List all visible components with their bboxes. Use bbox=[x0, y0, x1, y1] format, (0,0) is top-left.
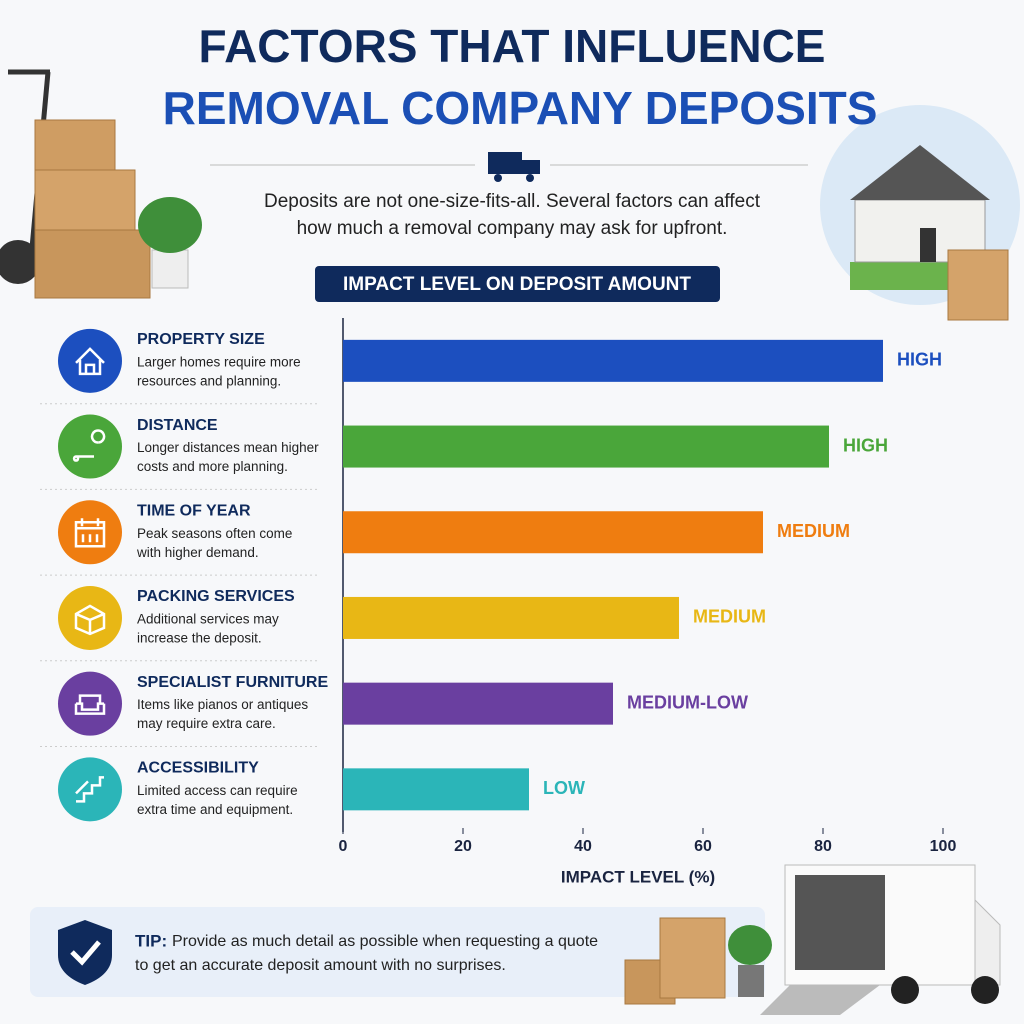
house-illustration bbox=[820, 105, 1020, 321]
factor-description: Limited access can require bbox=[137, 783, 298, 798]
factor-icon-glyph bbox=[74, 694, 106, 715]
subtitle: Deposits are not one-size-fits-all. Seve… bbox=[264, 191, 761, 212]
x-tick-label: 60 bbox=[694, 838, 712, 855]
factor-icon-glyph bbox=[75, 776, 104, 803]
factor-icon-glyph bbox=[74, 604, 106, 636]
factor-icon bbox=[58, 671, 122, 736]
shield-icon bbox=[58, 920, 112, 985]
factor-description: may require extra care. bbox=[137, 716, 276, 731]
factor-name: TIME OF YEAR bbox=[137, 502, 251, 519]
x-tick-label: 80 bbox=[814, 838, 832, 855]
factor-name: PROPERTY SIZE bbox=[137, 331, 265, 348]
factor-description: with higher demand. bbox=[136, 545, 259, 560]
tip-label: TIP: bbox=[135, 931, 167, 950]
tip-box bbox=[30, 907, 765, 997]
tip-text: Provide as much detail as possible when … bbox=[172, 933, 598, 950]
bar bbox=[343, 425, 829, 468]
factor-icon bbox=[58, 757, 122, 822]
title-line: FACTORS THAT INFLUENCE bbox=[199, 20, 826, 72]
factor-description: Additional services may bbox=[137, 612, 279, 627]
factor-icon bbox=[58, 500, 122, 565]
factor-icon bbox=[58, 414, 122, 479]
factor-description: costs and more planning. bbox=[137, 459, 288, 474]
factor-name: DISTANCE bbox=[137, 417, 218, 434]
factor-name: SPECIALIST FURNITURE bbox=[137, 674, 328, 691]
level-label: MEDIUM bbox=[777, 521, 850, 541]
bar bbox=[343, 339, 883, 382]
divider bbox=[210, 152, 808, 182]
factor-description: resources and planning. bbox=[137, 373, 281, 388]
level-label: MEDIUM-LOW bbox=[627, 692, 748, 712]
level-label: HIGH bbox=[897, 350, 942, 370]
level-label: HIGH bbox=[843, 435, 888, 455]
bar bbox=[343, 682, 613, 725]
bar bbox=[343, 511, 763, 554]
factor-description: Larger homes require more bbox=[137, 354, 301, 369]
factor-description: Items like pianos or antiques bbox=[137, 697, 308, 712]
title-line: REMOVAL COMPANY DEPOSITS bbox=[163, 82, 878, 134]
x-axis-label: IMPACT LEVEL (%) bbox=[561, 867, 715, 886]
boxes-illustration bbox=[0, 69, 202, 299]
tip-text: to get an accurate deposit amount with n… bbox=[135, 957, 506, 974]
x-tick-label: 20 bbox=[454, 838, 472, 855]
factor-icon bbox=[58, 585, 122, 650]
level-label: MEDIUM bbox=[693, 607, 766, 627]
truck-illustration bbox=[624, 864, 1001, 1015]
chart-title-banner bbox=[315, 266, 720, 302]
x-tick-label: 100 bbox=[930, 838, 957, 855]
factor-icon-glyph bbox=[75, 347, 105, 376]
factor-description: Peak seasons often come bbox=[137, 526, 292, 541]
subtitle: how much a removal company may ask for u… bbox=[297, 218, 728, 239]
check-icon bbox=[70, 940, 101, 966]
bar bbox=[343, 768, 529, 811]
factor-description: extra time and equipment. bbox=[137, 802, 293, 817]
factor-name: PACKING SERVICES bbox=[137, 588, 295, 605]
factor-icon-glyph bbox=[72, 429, 106, 462]
factor-icon bbox=[58, 328, 122, 393]
factor-description: Longer distances mean higher bbox=[137, 440, 319, 455]
factor-name: ACCESSIBILITY bbox=[137, 760, 259, 777]
level-label: LOW bbox=[543, 778, 585, 798]
x-tick-label: 0 bbox=[339, 838, 348, 855]
factor-icon-glyph bbox=[74, 518, 106, 548]
chart-title: IMPACT LEVEL ON DEPOSIT AMOUNT bbox=[343, 274, 691, 295]
bar bbox=[343, 596, 679, 639]
x-tick-label: 40 bbox=[574, 838, 592, 855]
factor-description: increase the deposit. bbox=[137, 631, 262, 646]
